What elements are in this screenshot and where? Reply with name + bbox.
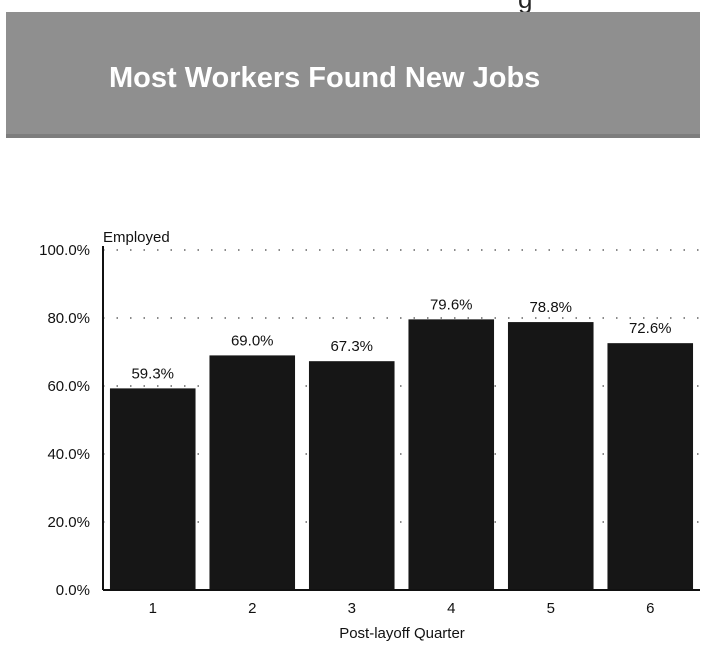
x-axis-title: Post-layoff Quarter [339, 625, 465, 642]
data-label: 67.3% [330, 338, 373, 355]
data-label: 69.0% [231, 332, 274, 349]
x-axis-tick-labels: 1 2 3 4 5 6 [149, 600, 655, 617]
x-tick-label: 5 [547, 600, 555, 617]
y-tick-label: 80.0% [47, 310, 90, 327]
x-tick-label: 3 [348, 600, 356, 617]
y-tick-label: 100.0% [39, 242, 90, 259]
bar [308, 361, 395, 590]
y-tick-label: 0.0% [56, 582, 90, 599]
x-tick-label: 1 [149, 600, 157, 617]
chart-title: Most Workers Found New Jobs [109, 62, 541, 94]
x-tick-label: 6 [646, 600, 654, 617]
bar [607, 343, 694, 590]
data-label: 78.8% [529, 299, 572, 316]
data-label: 59.3% [131, 365, 174, 382]
y-axis-tick-labels: 0.0% 20.0% 40.0% 60.0% 80.0% 100.0% [39, 242, 90, 599]
y-tick-label: 60.0% [47, 378, 90, 395]
data-labels: 59.3% 69.0% 67.3% 79.6% 78.8% 72.6% [131, 296, 671, 382]
y-axis-title: Employed [103, 229, 170, 246]
y-tick-label: 20.0% [47, 514, 90, 531]
bar [209, 355, 296, 590]
bar [408, 319, 495, 590]
bar [109, 388, 196, 590]
x-tick-label: 2 [248, 600, 256, 617]
bar [507, 322, 594, 590]
y-tick-label: 40.0% [47, 446, 90, 463]
data-label: 79.6% [430, 296, 473, 313]
bars [109, 319, 694, 590]
data-label: 72.6% [629, 320, 672, 337]
x-tick-label: 4 [447, 600, 455, 617]
title-banner: Most Workers Found New Jobs [6, 12, 700, 138]
gridlines [103, 249, 700, 523]
partial-heading-fragment: g [518, 0, 532, 12]
